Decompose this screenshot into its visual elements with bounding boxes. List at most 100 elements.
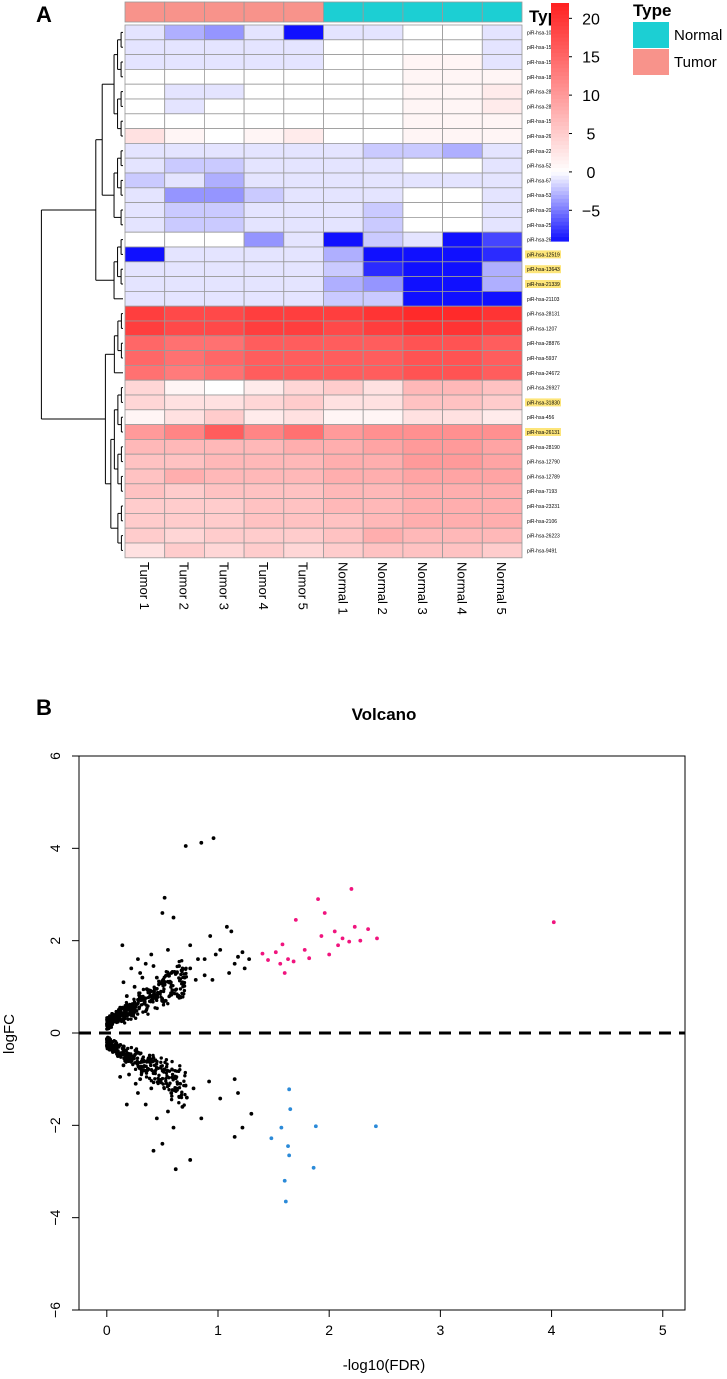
column-label: Tumor 5 <box>296 562 311 610</box>
row-label: piR-hsa-28190 <box>527 445 560 451</box>
heatmap-cell <box>402 216 443 233</box>
heatmap-cell <box>402 290 443 307</box>
point-ns <box>211 836 216 841</box>
annotation-cell-tumor <box>283 1 324 23</box>
point-ns <box>129 1045 134 1050</box>
heatmap-cell <box>402 379 443 396</box>
color-scale-segment <box>551 118 569 123</box>
heatmap-cell <box>283 438 324 455</box>
point-ns <box>160 1141 165 1146</box>
heatmap-cell <box>442 305 483 322</box>
point-ns <box>138 1077 143 1082</box>
heatmap-cell <box>481 39 523 55</box>
point-up <box>327 952 332 957</box>
color-scale-segment <box>551 206 569 211</box>
heatmap-cell <box>362 172 404 189</box>
heatmap-cell <box>442 157 483 174</box>
point-down <box>282 1178 287 1183</box>
heatmap-cell <box>402 83 443 100</box>
point-down <box>373 1124 378 1129</box>
heatmap-cell <box>283 320 324 337</box>
point-ns <box>110 1013 114 1018</box>
point-ns <box>129 1017 133 1021</box>
point-ns <box>171 983 175 988</box>
point-ns <box>133 1016 138 1020</box>
point-ns <box>153 1006 157 1010</box>
heatmap-cell <box>243 98 285 115</box>
x-tick-label: 0 <box>103 1322 111 1338</box>
heatmap-cells <box>124 24 523 559</box>
heatmap-cell <box>124 142 166 159</box>
heatmap-cell <box>362 98 404 115</box>
heatmap-cell <box>481 394 523 411</box>
heatmap-cell <box>203 172 245 189</box>
heatmap-cell <box>362 54 404 70</box>
heatmap-cell <box>164 83 205 100</box>
column-label: Tumor 3 <box>216 562 231 610</box>
row-label: piR-hsa-28876 <box>527 341 560 347</box>
heatmap-cell <box>323 142 364 159</box>
point-ns <box>199 840 204 845</box>
point-ns <box>133 1048 137 1053</box>
heatmap-cell <box>323 261 364 277</box>
heatmap-cell <box>203 98 245 115</box>
volcano-title: Volcano <box>352 705 417 724</box>
point-ns <box>180 980 185 985</box>
heatmap-cell <box>402 69 443 85</box>
point-ns <box>183 1092 187 1097</box>
color-scale-segment <box>551 56 569 62</box>
point-ns <box>152 985 156 989</box>
heatmap-cell <box>283 409 324 425</box>
legend-label-tumor: Tumor <box>674 54 717 71</box>
point-up <box>551 920 556 925</box>
point-ns <box>114 1046 118 1050</box>
column-label: Normal 2 <box>375 562 390 615</box>
x-axis-label: -log10(FDR) <box>343 1357 426 1374</box>
point-ns <box>126 1017 130 1021</box>
point-ns <box>139 1003 144 1007</box>
row-label: piR-hsa-26131 <box>527 430 560 436</box>
point-ns <box>177 1095 181 1099</box>
heatmap-cell <box>323 246 364 263</box>
heatmap-cell <box>481 83 523 100</box>
heatmap-cell <box>164 364 205 381</box>
heatmap-cell <box>402 335 443 351</box>
point-up <box>322 911 327 915</box>
heatmap-cell <box>164 54 205 70</box>
point-ns <box>136 957 140 962</box>
heatmap-cell <box>362 69 404 85</box>
heatmap-cell <box>243 113 285 130</box>
point-ns <box>164 1071 169 1075</box>
point-ns <box>155 998 159 1003</box>
heatmap-cell <box>283 483 324 499</box>
point-ns <box>113 1017 118 1022</box>
panel-a-label: A <box>36 2 52 27</box>
heatmap-cell <box>481 98 523 115</box>
heatmap-cell <box>362 438 404 455</box>
point-ns <box>167 994 171 999</box>
point-ns <box>141 987 146 992</box>
column-annotation-bar <box>124 1 523 23</box>
point-ns <box>144 1075 149 1079</box>
point-up <box>260 951 265 956</box>
heatmap-cell <box>283 394 324 411</box>
point-ns <box>183 844 188 848</box>
heatmap-cell <box>203 527 245 544</box>
color-scale-segment <box>551 133 569 138</box>
heatmap-cell <box>362 305 404 322</box>
point-ns <box>165 1084 170 1089</box>
point-ns <box>171 915 176 920</box>
heatmap-cell <box>164 542 205 559</box>
y-tick-label: 2 <box>47 937 63 945</box>
heatmap-cell <box>243 290 285 307</box>
heatmap-cell <box>481 513 523 529</box>
row-label: piR-hsa-21339 <box>527 282 560 288</box>
heatmap-cell <box>203 453 245 470</box>
heatmap-cell <box>164 453 205 470</box>
point-ns <box>123 1003 127 1008</box>
color-scale-segment <box>551 156 569 161</box>
heatmap-cell <box>203 335 245 351</box>
heatmap-cell <box>481 54 523 70</box>
annotation-cell-normal <box>442 1 483 23</box>
